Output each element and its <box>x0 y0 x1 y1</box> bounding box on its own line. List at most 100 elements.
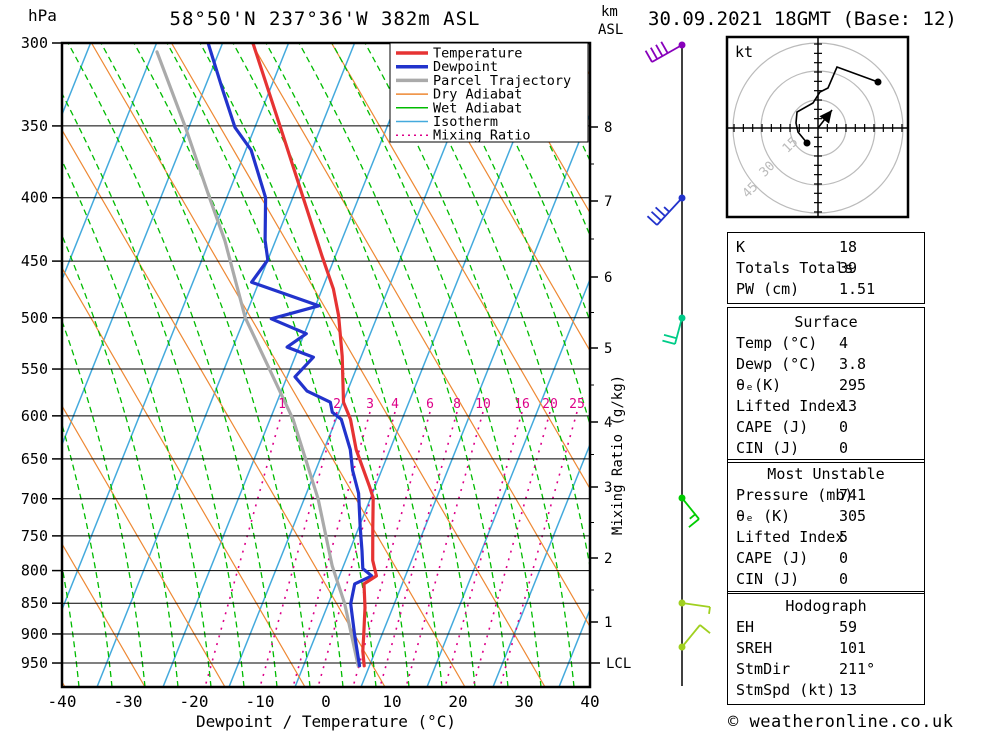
stats-row: Lifted Index 13 <box>728 396 924 417</box>
wind-barb <box>646 194 686 226</box>
wet-adiabat-line <box>430 43 590 428</box>
storm-motion-arrowhead <box>819 110 832 124</box>
wind-barb-tick <box>646 215 658 226</box>
stats-box-hodograph: Hodograph EH 59 SREH 101 StmDir 211° StmSpd (kt… <box>727 591 925 705</box>
stats-row-value: 39 <box>839 259 858 277</box>
stats-row: PW (cm) 1.51 <box>728 279 924 300</box>
isotherm-line <box>162 43 422 687</box>
stats-row-value: 1.51 <box>839 280 876 298</box>
wind-barb-tick <box>708 606 711 615</box>
stats-row-label: θₑ(K) <box>736 376 782 394</box>
mixing-ratio-value-label: 10 <box>475 397 491 412</box>
stats-row-label: SREH <box>736 639 773 657</box>
wind-barb-tick <box>655 206 666 217</box>
mixing-ratio-line <box>499 411 578 687</box>
wet-adiabat-line <box>62 319 146 687</box>
dry-adiabat-line <box>250 43 590 628</box>
wind-barb-tick <box>650 47 659 60</box>
stats-row-label: K <box>736 238 746 256</box>
stats-box-title: Most Unstable <box>767 465 885 483</box>
mixing-ratio-value-label: 20 <box>542 397 558 412</box>
stats-row: EH 59 <box>728 617 924 638</box>
stats-row-label: Lifted Index <box>736 397 845 415</box>
pressure-tick-label: 550 <box>21 360 48 378</box>
stats-row: Dewp (°C) 3.8 <box>728 354 924 375</box>
wet-adiabat-line <box>133 43 344 687</box>
pressure-tick-label: 900 <box>21 625 48 643</box>
mixing-ratio-value-label: 4 <box>391 397 399 412</box>
wind-barb-tick <box>655 44 664 57</box>
isotherm-line <box>492 442 590 687</box>
hodograph-border <box>725 35 910 219</box>
station-title: 58°50'N 237°36'W 382m ASL <box>169 8 481 30</box>
stats-row-label: Dewp (°C) <box>736 355 818 373</box>
wind-barb-tick <box>644 50 653 63</box>
wind-barb-tick <box>660 41 669 54</box>
wind-barb-tick <box>663 333 677 340</box>
stats-row: CIN (J) 0 <box>728 438 924 459</box>
mixing-ratio-value-label: 1 <box>278 397 286 412</box>
isotherm-line <box>62 43 290 612</box>
stats-row-value: 18 <box>839 238 858 256</box>
stats-row-value: 0 <box>839 570 849 588</box>
stats-row: Pressure (mb) 741 <box>728 485 924 506</box>
wind-barb <box>644 41 686 63</box>
isotherm-line <box>62 43 224 447</box>
wet-adiabat-line <box>62 422 113 687</box>
lcl-label: LCL <box>606 656 631 672</box>
stats-row-value: 0 <box>839 418 849 436</box>
stats-row: StmSpd (kt) 13 <box>728 680 924 701</box>
pressure-tick-label: 950 <box>21 654 48 672</box>
wet-adiabat-line <box>232 43 443 687</box>
wind-barb-staff <box>681 624 701 648</box>
dry-adiabat-line <box>90 43 466 687</box>
stats-row-label: CIN (J) <box>736 439 800 457</box>
legend-label: Isotherm <box>433 114 498 130</box>
hodograph-trace-endpoint <box>803 139 811 147</box>
stats-row-value: 5 <box>839 528 849 546</box>
mixing-ratio-value-label: 16 <box>514 397 530 412</box>
temp-tick-label: -30 <box>114 692 143 711</box>
stats-row-value: 101 <box>839 639 867 657</box>
stats-row-value: 3.8 <box>839 355 867 373</box>
curve-dewpoint <box>206 43 374 668</box>
wind-barb-staff <box>681 602 711 608</box>
isotherm-line <box>62 43 158 282</box>
wind-barb-tick <box>650 211 662 222</box>
temp-tick-label: 30 <box>514 692 533 711</box>
wind-barb-tick <box>699 624 711 634</box>
wet-adiabat-line <box>265 43 476 687</box>
wind-barb-staff <box>681 497 700 520</box>
dry-adiabat-line <box>410 43 590 352</box>
stats-row-value: 295 <box>839 376 867 394</box>
legend-label: Mixing Ratio <box>433 128 531 144</box>
temp-tick-label: 40 <box>580 692 599 711</box>
stats-row-value: 4 <box>839 334 849 352</box>
wind-barb <box>678 494 700 528</box>
mixing-ratio-axis-label: Mixing Ratio (g/kg) <box>610 375 626 535</box>
dry-adiabat-line <box>62 404 226 687</box>
dry-adiabat-line <box>170 43 546 687</box>
stats-box-indices: K 18 Totals Totals 39 PW (cm) 1.51 <box>727 232 925 304</box>
stats-box-title: Hodograph <box>785 597 867 615</box>
stats-row: θₑ (K) 305 <box>728 506 924 527</box>
stats-row-label: Lifted Index <box>736 528 845 546</box>
stats-row-label: Totals Totals <box>736 259 854 277</box>
legend-label: Parcel Trajectory <box>433 73 571 89</box>
dry-adiabat-line <box>62 542 146 687</box>
mixing-ratio-value-label: 8 <box>453 397 461 412</box>
stats-row-label: Pressure (mb) <box>736 486 854 504</box>
dry-adiabat-line <box>330 43 590 490</box>
stats-row: Temp (°C) 4 <box>728 333 924 354</box>
dry-adiabat-line <box>62 128 386 687</box>
asl-axis-label: ASL <box>598 22 624 38</box>
stats-row-value: 59 <box>839 618 858 636</box>
wet-adiabat-line <box>331 43 542 687</box>
stats-row-value: 741 <box>839 486 867 504</box>
stats-row-label: StmSpd (kt) <box>736 681 836 699</box>
curve-temperature <box>251 43 378 668</box>
curve-parcel-trajectory <box>155 50 360 668</box>
copyright-footer: © weatheronline.co.uk <box>728 712 954 732</box>
mixing-ratio-value-label: 6 <box>426 397 434 412</box>
km-tick-label: 8 <box>604 120 612 136</box>
